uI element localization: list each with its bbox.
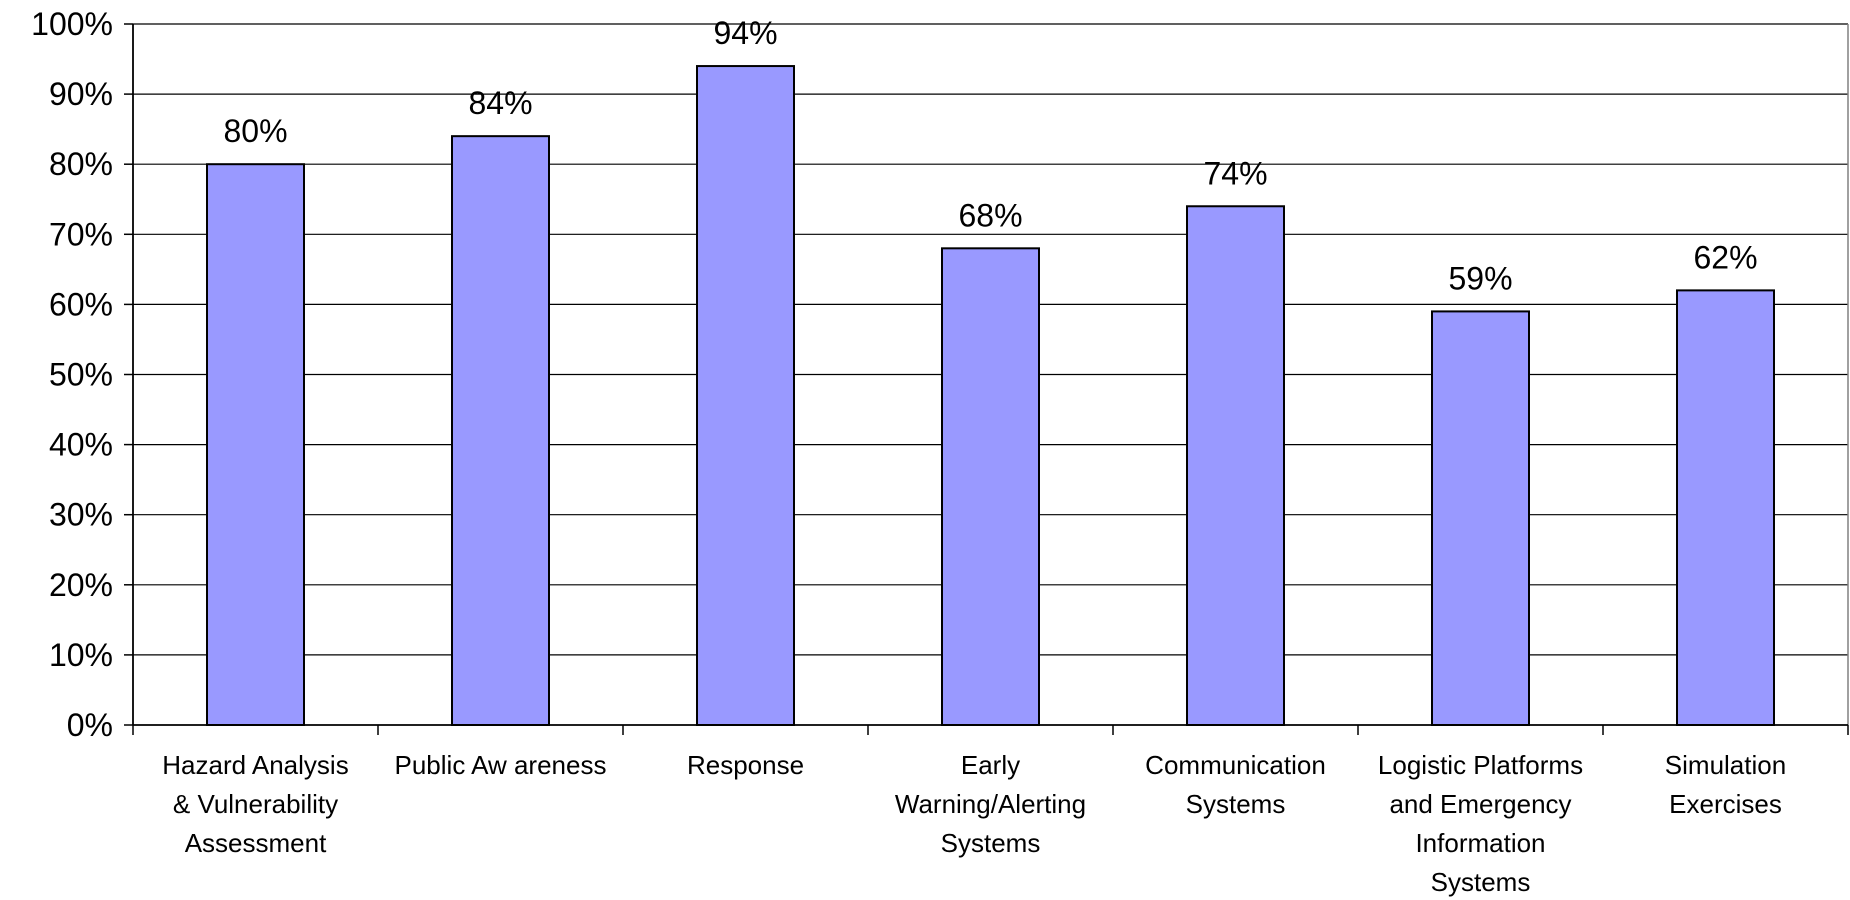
y-tick-label: 20% [49,567,113,603]
x-tick-label: Public Aw areness [395,750,607,780]
axes [124,23,1849,735]
y-tick-label: 60% [49,286,113,322]
bar [696,65,795,726]
bar [206,163,305,726]
data-label: 62% [1693,239,1757,275]
x-tick-label: Hazard Analysis & Vulnerability Assessment [162,750,348,858]
bar [1676,289,1775,726]
bar [1431,310,1530,726]
data-label: 94% [713,15,777,51]
bars [206,65,1775,727]
y-tick-label: 90% [49,76,113,112]
x-tick-label: Communication Systems [1145,750,1326,819]
y-tick-label: 50% [49,357,113,393]
y-tick-label: 40% [49,427,113,463]
x-tick-label: Logistic Platforms and Emergency Informati… [1378,750,1583,897]
y-tick-label: 70% [49,216,113,252]
bar [1186,205,1285,726]
x-tick-labels: Hazard Analysis & Vulnerability Assessment… [162,750,1786,897]
x-tick-label: Response [687,750,804,780]
bar [941,247,1040,726]
y-tick-label: 10% [49,637,113,673]
y-tick-labels: 0% 10% 20% 30% 40% 50% 60% 70% 80% 90% 100% [31,6,113,743]
y-tick-label: 100% [31,6,113,42]
x-tick-label: Early Warning/Alerting Systems [895,750,1086,858]
y-tick-label: 80% [49,146,113,182]
bar [451,135,550,727]
x-tick-label: Simulation Exercises [1665,750,1786,819]
data-label: 80% [223,113,287,149]
data-label: 74% [1203,155,1267,191]
data-label: 68% [958,197,1022,233]
y-tick-label: 30% [49,497,113,533]
data-labels: 80% 84% 94% 68% 74% 59% 62% [223,15,1757,296]
data-label: 84% [468,85,532,121]
data-label: 59% [1448,260,1512,296]
y-tick-label: 0% [67,707,113,743]
